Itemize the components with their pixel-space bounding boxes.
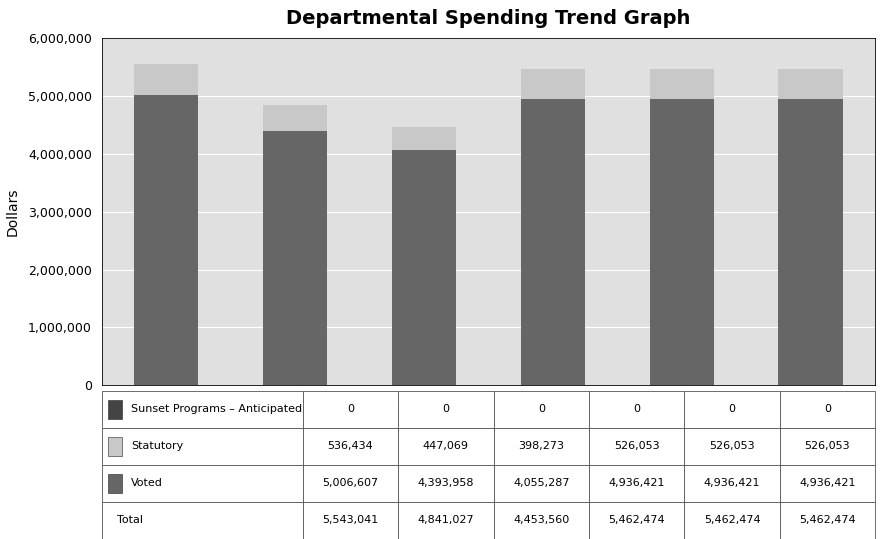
Bar: [108, 474, 122, 493]
Bar: [493, 502, 589, 539]
Bar: [589, 428, 684, 465]
Text: 4,393,958: 4,393,958: [417, 479, 474, 488]
Y-axis label: Dollars: Dollars: [5, 188, 19, 236]
Text: 536,434: 536,434: [328, 441, 373, 451]
Bar: [263, 131, 327, 385]
Bar: [493, 391, 589, 428]
Bar: [303, 502, 398, 539]
Text: 4,453,560: 4,453,560: [513, 515, 569, 526]
Bar: [263, 105, 327, 131]
Bar: [398, 428, 493, 465]
Text: 4,936,421: 4,936,421: [608, 479, 665, 488]
Text: 0: 0: [633, 404, 640, 414]
Bar: [133, 95, 198, 385]
Text: 0: 0: [537, 404, 545, 414]
Bar: [102, 428, 303, 465]
Bar: [780, 391, 875, 428]
Bar: [521, 69, 585, 99]
Text: 5,006,607: 5,006,607: [323, 479, 378, 488]
Bar: [102, 465, 303, 502]
Bar: [133, 64, 198, 95]
Text: 5,462,474: 5,462,474: [799, 515, 856, 526]
Text: 526,053: 526,053: [804, 441, 850, 451]
Bar: [684, 391, 780, 428]
Bar: [392, 127, 456, 150]
Bar: [650, 69, 714, 99]
Bar: [102, 502, 303, 539]
Text: 0: 0: [824, 404, 831, 414]
Bar: [303, 428, 398, 465]
Bar: [102, 391, 303, 428]
Text: 4,841,027: 4,841,027: [417, 515, 474, 526]
Text: Statutory: Statutory: [131, 441, 183, 451]
Bar: [303, 391, 398, 428]
Bar: [108, 400, 122, 419]
Text: 4,936,421: 4,936,421: [704, 479, 760, 488]
Bar: [780, 502, 875, 539]
Text: Voted: Voted: [131, 479, 163, 488]
Bar: [521, 99, 585, 385]
Bar: [493, 465, 589, 502]
Text: 526,053: 526,053: [709, 441, 755, 451]
Bar: [398, 502, 493, 539]
Bar: [303, 465, 398, 502]
Bar: [108, 437, 122, 455]
Text: 0: 0: [442, 404, 449, 414]
Bar: [398, 465, 493, 502]
Bar: [780, 428, 875, 465]
Text: 5,543,041: 5,543,041: [323, 515, 378, 526]
Bar: [779, 69, 843, 99]
Text: 447,069: 447,069: [423, 441, 469, 451]
Text: 4,936,421: 4,936,421: [799, 479, 856, 488]
Bar: [589, 465, 684, 502]
Bar: [398, 391, 493, 428]
Bar: [780, 465, 875, 502]
Text: 526,053: 526,053: [613, 441, 659, 451]
Text: 0: 0: [728, 404, 735, 414]
Text: 0: 0: [347, 404, 354, 414]
Bar: [684, 428, 780, 465]
Bar: [650, 99, 714, 385]
Text: Sunset Programs – Anticipated: Sunset Programs – Anticipated: [131, 404, 302, 414]
Bar: [392, 150, 456, 385]
Bar: [684, 465, 780, 502]
Text: 4,055,287: 4,055,287: [513, 479, 569, 488]
Text: 5,462,474: 5,462,474: [704, 515, 760, 526]
Text: 5,462,474: 5,462,474: [608, 515, 665, 526]
Bar: [493, 428, 589, 465]
Bar: [779, 99, 843, 385]
Bar: [589, 502, 684, 539]
Text: Total: Total: [118, 515, 143, 526]
Bar: [684, 502, 780, 539]
Bar: [589, 391, 684, 428]
Text: 398,273: 398,273: [518, 441, 564, 451]
Title: Departmental Spending Trend Graph: Departmental Spending Trend Graph: [286, 9, 690, 28]
